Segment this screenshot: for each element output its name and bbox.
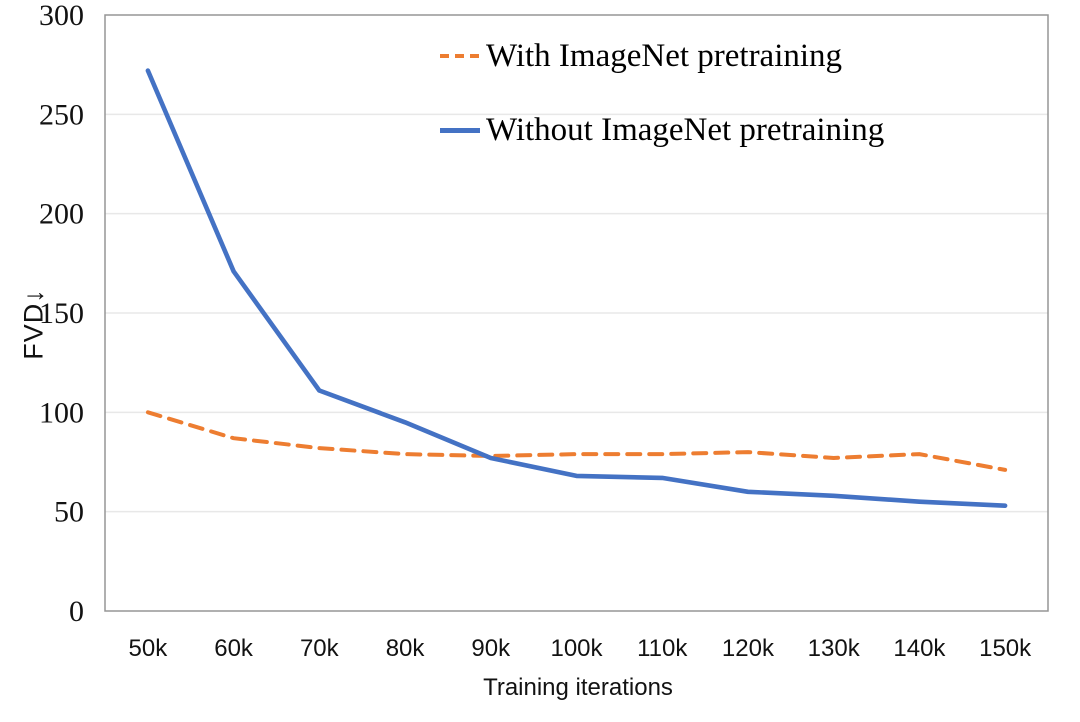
y-tick-label-150: 150	[39, 297, 84, 330]
legend-label: With ImageNet pretraining	[486, 37, 843, 74]
legend-swatch-dashed-line	[440, 54, 480, 58]
legend-item-without-imagenet-pretraining: Without ImageNet pretraining	[440, 108, 884, 152]
legend-label: Without ImageNet pretraining	[486, 111, 885, 148]
x-tick-label-140k: 140k	[893, 635, 946, 662]
y-tick-label-0: 0	[69, 595, 84, 628]
y-tick-label-200: 200	[39, 198, 84, 231]
x-tick-label-100k: 100k	[550, 635, 603, 662]
y-tick-label-50: 50	[54, 496, 84, 529]
chart-legend: With ImageNet pretraining Without ImageN…	[440, 34, 884, 152]
x-tick-label-130k: 130k	[808, 635, 861, 662]
x-tick-label-50k: 50k	[129, 635, 169, 662]
x-tick-label-120k: 120k	[722, 635, 775, 662]
series-line-without-imagenet-pretraining	[145, 68, 1008, 509]
x-tick-label-60k: 60k	[214, 635, 254, 662]
x-axis-title: Training iterations	[483, 674, 673, 701]
plot-border	[104, 14, 1049, 612]
x-tick-label-80k: 80k	[386, 635, 426, 662]
legend-item-with-imagenet-pretraining: With ImageNet pretraining	[440, 34, 884, 78]
x-tick-label-90k: 90k	[471, 635, 511, 662]
x-tick-label-150k: 150k	[979, 635, 1032, 662]
y-tick-label-100: 100	[39, 396, 84, 429]
x-tick-label-110k: 110k	[637, 635, 688, 662]
y-tick-label-250: 250	[39, 98, 84, 131]
y-axis-title: FVD↓	[18, 288, 49, 360]
y-tick-label-300: 300	[39, 0, 84, 32]
legend-swatch-solid-line	[440, 127, 480, 133]
series-line-with-imagenet-pretraining	[145, 410, 1008, 472]
x-tick-label-70k: 70k	[300, 635, 340, 662]
